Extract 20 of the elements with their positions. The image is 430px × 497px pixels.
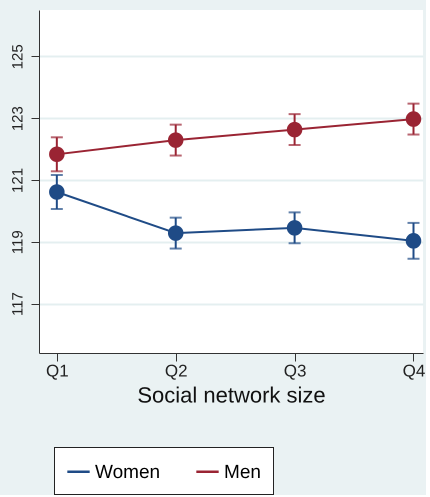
x-axis-title: Social network size — [137, 382, 326, 408]
y-tick-label: 123 — [10, 106, 26, 132]
point — [286, 220, 302, 236]
point — [49, 146, 65, 162]
point — [49, 184, 65, 200]
x-tick-label: Q4 — [402, 362, 426, 380]
y-tick-label: 117 — [10, 292, 26, 316]
y-tick-label: 121 — [10, 168, 26, 193]
y-tick-label: 125 — [10, 44, 26, 70]
legend-label: Men — [224, 462, 261, 483]
point — [286, 122, 302, 138]
y-tick-label: 119 — [10, 230, 26, 254]
point — [168, 132, 184, 148]
legend-label: Women — [95, 462, 160, 483]
x-tick-label: Q2 — [164, 362, 188, 380]
point — [406, 233, 422, 249]
point — [168, 225, 184, 241]
x-tick-label: Q1 — [46, 362, 69, 380]
x-tick-label: Q3 — [284, 362, 306, 380]
point — [406, 111, 422, 127]
